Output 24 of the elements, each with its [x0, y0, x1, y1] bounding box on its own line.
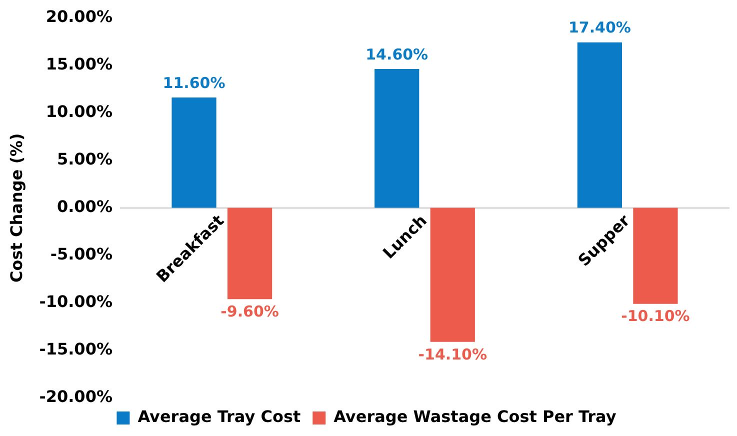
data-label: -10.10% [621, 307, 690, 326]
bar [430, 208, 475, 342]
y-tick-label: 20.00% [46, 6, 112, 26]
y-axis-title: Cost Change (%) [6, 133, 26, 282]
y-tick-label: 10.00% [46, 102, 112, 121]
data-label: -9.60% [220, 302, 279, 320]
y-tick-label: 5.00% [56, 149, 112, 168]
bar [374, 68, 420, 208]
y-tick-label: -5.00% [50, 244, 112, 264]
legend-label: Average Tray Cost [138, 407, 301, 426]
data-label: 14.60% [366, 45, 428, 64]
bar [172, 97, 216, 208]
data-label: 11.60% [162, 74, 226, 92]
data-label: 17.40% [568, 18, 631, 37]
legend-label: Average Wastage Cost Per Tray [334, 407, 617, 426]
bar [577, 42, 622, 208]
bar [633, 208, 678, 304]
y-tick-label: 15.00% [46, 54, 112, 74]
data-label: -14.10% [418, 345, 487, 364]
y-tick-label: 0.00% [56, 196, 112, 216]
y-tick-label: -15.00% [39, 340, 112, 359]
y-tick-label: -10.00% [39, 292, 112, 312]
bar [227, 208, 272, 300]
y-tick-label: -20.00% [39, 387, 112, 406]
